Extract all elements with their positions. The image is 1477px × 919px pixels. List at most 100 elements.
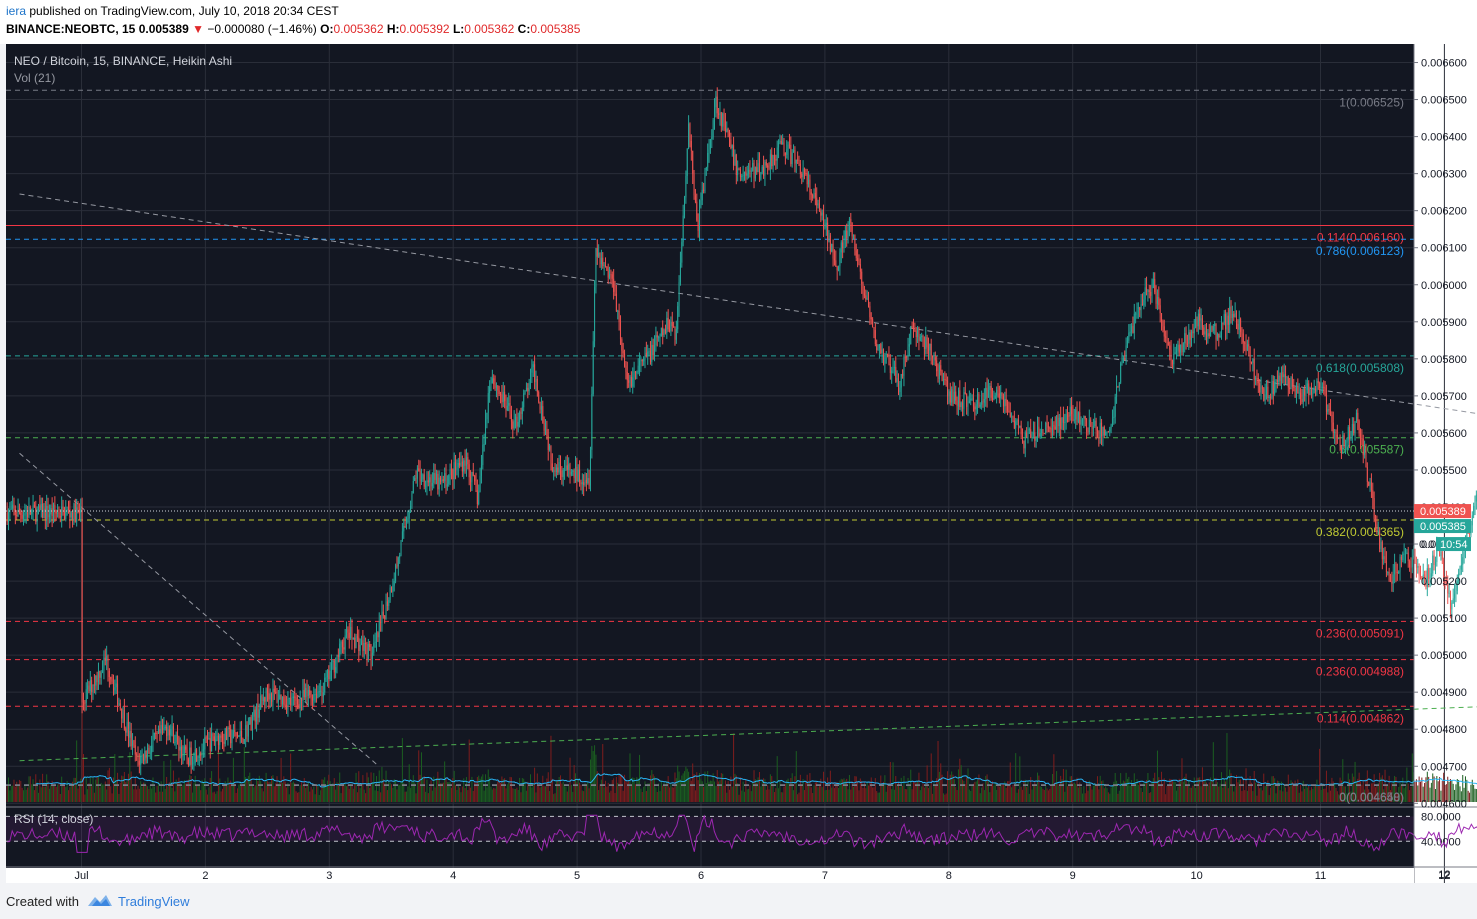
volume-bar xyxy=(1219,783,1221,802)
price-tick-label: 0.006600 xyxy=(1421,58,1467,70)
candle-body xyxy=(1335,431,1337,435)
volume-bar xyxy=(253,787,255,802)
volume-bar xyxy=(883,781,885,802)
candle-body xyxy=(440,477,442,482)
candle-body xyxy=(536,378,538,393)
candle-body xyxy=(175,734,177,743)
volume-bar xyxy=(602,744,604,802)
candle-body xyxy=(569,464,571,475)
volume-bar xyxy=(288,794,290,802)
candle-body xyxy=(346,629,348,636)
time-axis[interactable]: Jul23456789101112Jul23456789101112 xyxy=(6,866,1477,883)
candle-body xyxy=(1027,429,1029,438)
price-tick-label: 0.006400 xyxy=(1421,132,1467,144)
author-link[interactable]: iera xyxy=(6,4,27,18)
candle-body xyxy=(1392,574,1394,584)
volume-bar xyxy=(701,781,703,802)
volume-bar xyxy=(881,783,883,802)
volume-bar xyxy=(231,782,233,802)
volume-bar xyxy=(581,790,583,802)
volume-bar xyxy=(874,778,876,802)
volume-bar xyxy=(283,776,285,802)
volume-bar xyxy=(1312,788,1314,802)
price-axis[interactable]: 0.0066000.0065000.0064000.0063000.006200… xyxy=(6,44,1471,883)
volume-bar xyxy=(202,782,204,802)
volume-bar xyxy=(644,781,646,802)
candle-body xyxy=(1471,515,1473,526)
candle-body xyxy=(1056,415,1058,430)
candle-body xyxy=(1444,576,1446,581)
volume-bar xyxy=(1000,784,1002,802)
volume-bar xyxy=(493,787,495,802)
volume-bar xyxy=(1445,784,1447,802)
volume-bar xyxy=(801,784,803,802)
candle-body xyxy=(61,506,63,518)
candle-body xyxy=(1043,433,1045,435)
candle-body xyxy=(1394,563,1396,575)
candle-body xyxy=(824,227,826,229)
candle-body xyxy=(374,641,376,644)
down-arrow-icon: ▼ xyxy=(192,22,204,36)
volume-bar xyxy=(1300,784,1302,802)
volume-bar xyxy=(821,787,823,802)
volume-bar xyxy=(1259,788,1261,802)
volume-bar xyxy=(839,780,841,802)
candle-body xyxy=(1151,288,1153,296)
candle-body xyxy=(1443,559,1445,577)
volume-bar xyxy=(888,786,890,802)
volume-bar xyxy=(103,784,105,802)
candle-body xyxy=(1396,571,1398,574)
chart-area[interactable]: 1(0.006525) 0.114(0.006160) 0.786(0.006123… xyxy=(0,44,1477,883)
volume-bar xyxy=(919,790,921,802)
volume-bar xyxy=(8,777,10,802)
candle-body xyxy=(690,140,692,151)
chart-canvas[interactable]: 1(0.006525)0.114(0.006160)0.786(0.006123… xyxy=(0,44,1477,883)
candle-body xyxy=(806,173,808,185)
volume-bar xyxy=(992,781,994,802)
volume-bar xyxy=(728,789,730,802)
candle-body xyxy=(525,387,527,391)
candle-body xyxy=(1248,344,1250,347)
candle-body xyxy=(922,336,924,347)
tradingview-link[interactable]: TradingView xyxy=(118,894,190,909)
volume-bar xyxy=(38,792,40,802)
candle-body xyxy=(543,422,545,431)
volume-bar xyxy=(896,784,898,802)
candle-body xyxy=(317,691,319,699)
candle-body xyxy=(256,703,258,722)
price-tick-label: 0.005200 xyxy=(1421,576,1467,588)
candle-body xyxy=(1300,392,1302,400)
tradingview-logo-icon[interactable] xyxy=(86,892,114,910)
volume-bar xyxy=(1424,782,1426,802)
volume-bar xyxy=(10,786,12,802)
volume-bar xyxy=(403,782,405,802)
volume-bar xyxy=(453,770,455,802)
candle-body xyxy=(641,359,643,362)
volume-bar xyxy=(325,784,327,802)
volume-bar xyxy=(1261,790,1263,802)
candle-body xyxy=(411,493,413,506)
volume-bar xyxy=(132,784,134,802)
volume-bar xyxy=(652,774,654,802)
volume-bar xyxy=(872,787,874,802)
candle-body xyxy=(504,391,506,402)
candle-body xyxy=(613,278,615,292)
volume-bar xyxy=(1065,769,1067,802)
volume-bar xyxy=(555,780,557,802)
candle-body xyxy=(1235,312,1237,324)
volume-bar xyxy=(1171,780,1173,802)
candle-body xyxy=(576,466,578,482)
volume-bar xyxy=(243,747,245,802)
volume-bar xyxy=(208,787,210,802)
volume-bar xyxy=(302,784,304,802)
time-tick-label: 11 xyxy=(1315,870,1326,882)
candle-body xyxy=(863,293,865,296)
volume-bar xyxy=(775,788,777,802)
volume-bar xyxy=(1276,780,1278,802)
volume-bar xyxy=(577,778,579,802)
close-label: C: xyxy=(517,22,531,36)
volume-bar xyxy=(1332,781,1334,802)
volume-bar xyxy=(745,779,747,802)
volume-bar xyxy=(887,783,889,802)
candle-body xyxy=(392,585,394,593)
